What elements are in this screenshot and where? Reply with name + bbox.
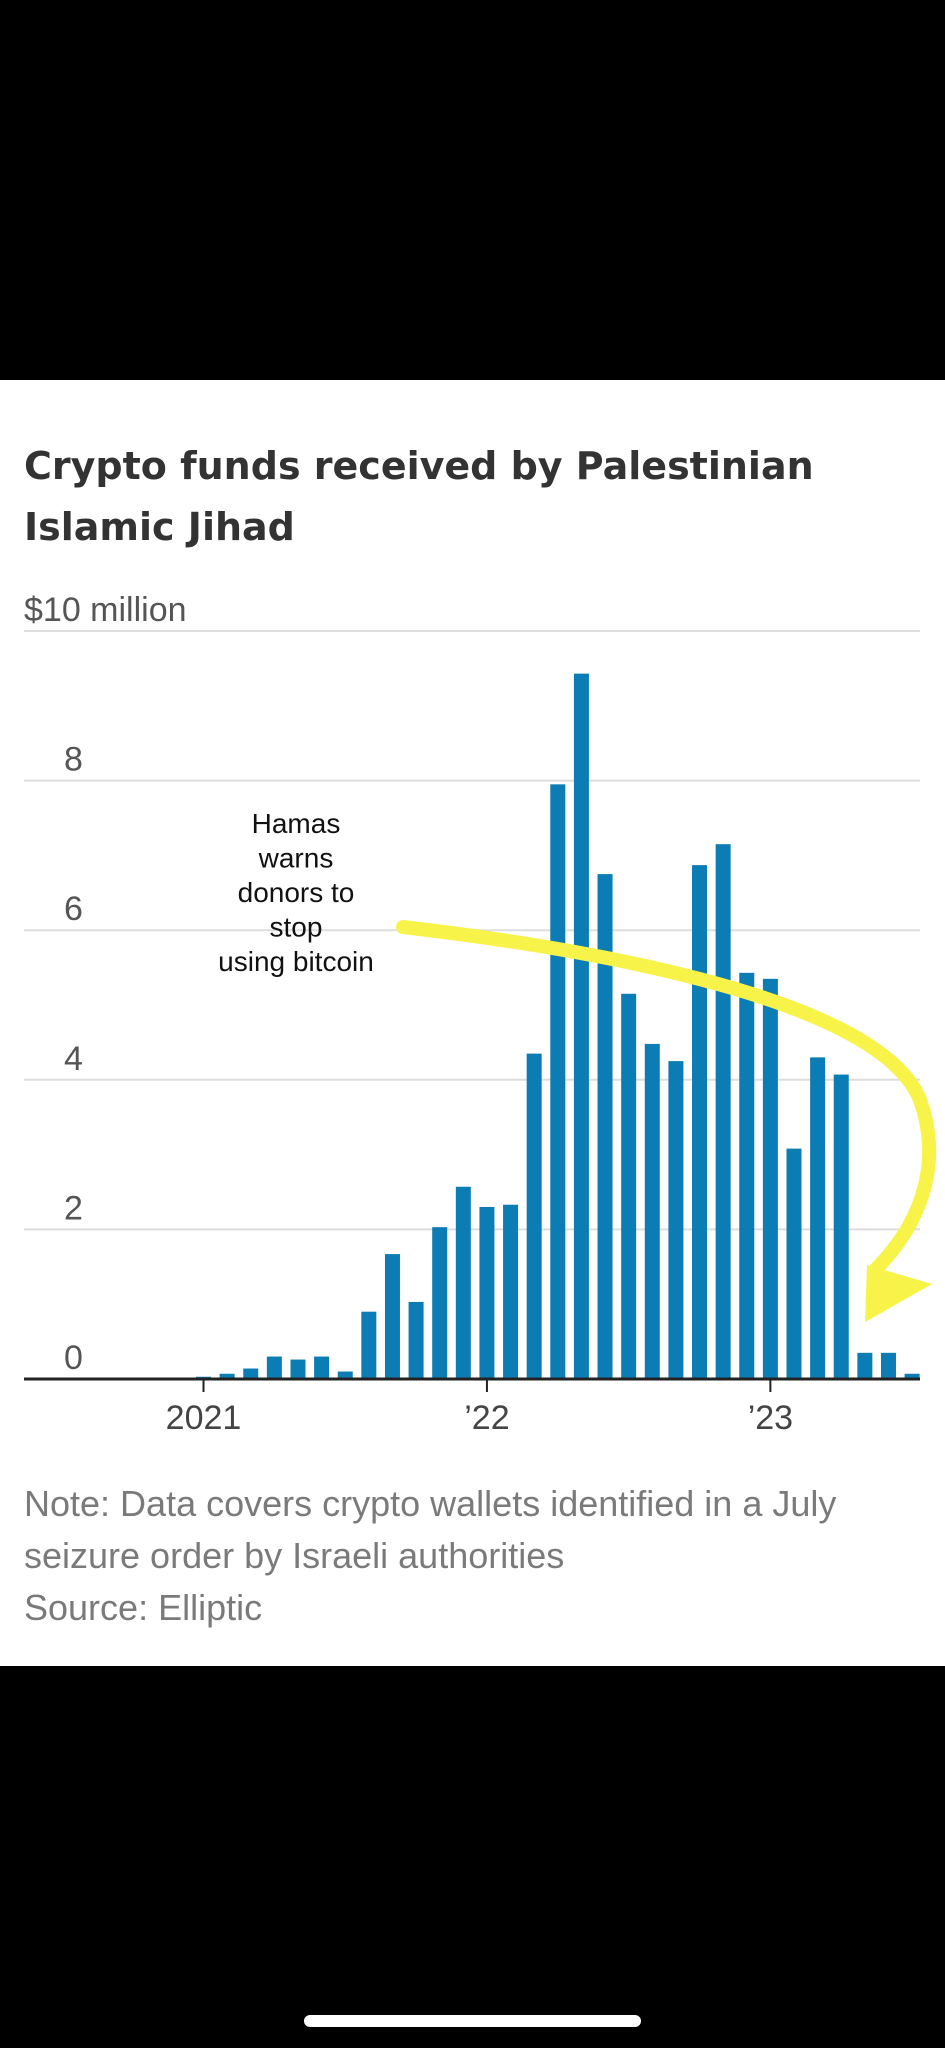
bar [314, 1356, 330, 1379]
x-tick-label: ’22 [464, 1399, 509, 1437]
annotation-arrow [396, 920, 937, 1277]
bar [479, 1206, 495, 1379]
annotation-text: Hamas [252, 808, 341, 839]
bar [810, 1057, 826, 1379]
chart-note: Note: Data covers crypto wallets identif… [24, 1478, 924, 1634]
y-tick-label: 4 [64, 1040, 83, 1078]
bar [668, 1061, 684, 1379]
bar [243, 1368, 259, 1379]
bar [408, 1301, 424, 1379]
note-line-1: Note: Data covers crypto wallets identif… [24, 1483, 837, 1524]
chart-card: Crypto funds received by Palestinian Isl… [0, 380, 945, 1666]
bar [904, 1373, 920, 1379]
bar [715, 844, 731, 1379]
annotation-text: donors to [238, 877, 355, 908]
bar [219, 1373, 235, 1379]
note-line-2: seizure order by Israeli authorities [24, 1535, 565, 1576]
annotation-text: warns [258, 843, 334, 874]
home-indicator[interactable] [304, 2015, 641, 2027]
annotation-arrowhead [865, 1265, 932, 1322]
bar [503, 1204, 519, 1379]
y-axis-label: $10 million [24, 591, 187, 629]
bar [455, 1186, 471, 1379]
bar [432, 1227, 448, 1379]
y-tick-label: 6 [64, 890, 83, 928]
x-tick-label: 2021 [166, 1399, 242, 1437]
source-line: Source: Elliptic [24, 1587, 263, 1628]
bar [266, 1356, 282, 1379]
bar [290, 1359, 306, 1379]
bar [361, 1311, 377, 1379]
bar [526, 1053, 542, 1379]
y-tick-label: 8 [64, 741, 83, 779]
x-tick-label: ’23 [748, 1399, 793, 1437]
chart-title: Crypto funds received by Palestinian Isl… [24, 444, 814, 549]
bar [621, 993, 637, 1379]
bar [550, 784, 566, 1379]
bar [692, 865, 708, 1379]
bar [573, 673, 589, 1379]
bar [384, 1254, 400, 1379]
bar [833, 1074, 849, 1379]
bar [739, 972, 755, 1379]
y-tick-label: 2 [64, 1189, 83, 1227]
bar [337, 1371, 353, 1379]
bar [857, 1352, 873, 1379]
y-tick-label: 0 [64, 1339, 83, 1377]
bar [644, 1043, 660, 1379]
bar [786, 1148, 802, 1379]
annotation-text: stop [270, 912, 323, 943]
annotation-text: using bitcoin [218, 946, 374, 977]
bar [880, 1352, 896, 1379]
bar [762, 978, 778, 1379]
bar [597, 874, 613, 1379]
